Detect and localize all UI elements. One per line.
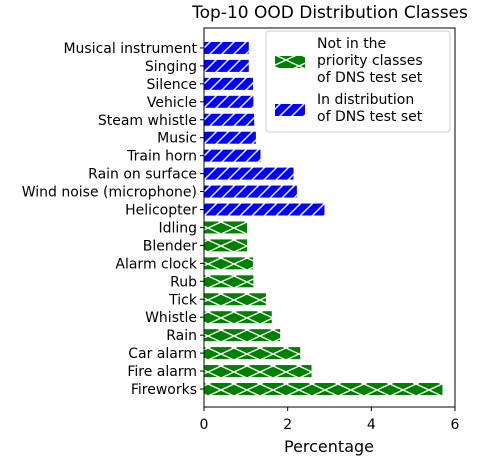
y-tick-label-wind-noise-microphone: Wind noise (microphone) — [22, 185, 197, 201]
y-tick-label-vehicle: Vehicle — [147, 95, 197, 111]
bar-rain — [204, 329, 281, 342]
y-tick-label-rub: Rub — [170, 274, 197, 290]
bar-rub — [204, 275, 254, 288]
x-tick-label-4: 4 — [367, 417, 376, 433]
legend-label-in-distribution: In distribution of DNS test set — [317, 92, 423, 125]
y-tick-label-music: Music — [157, 131, 197, 147]
y-tick-label-steam-whistle: Steam whistle — [98, 113, 197, 129]
y-tick-labels: Fireworks Fire alarm Car alarm Rain Whistle T… — [22, 41, 204, 398]
y-tick-label-blender: Blender — [143, 238, 197, 254]
y-tick-label-tick: Tick — [168, 292, 198, 308]
bar-wind-noise-microphone — [204, 185, 297, 198]
legend-box — [265, 30, 451, 133]
y-tick-label-train-horn: Train horn — [126, 149, 197, 165]
x-axis-ticks: 0 2 4 6 — [200, 407, 460, 433]
bars-layer — [204, 41, 443, 395]
bar-rain-on-surface — [204, 167, 294, 180]
y-tick-label-whistle: Whistle — [145, 310, 197, 326]
bar-fireworks — [204, 383, 443, 395]
legend: Not in the priority classes of DNS test … — [265, 30, 451, 133]
y-tick-label-singing: Singing — [145, 59, 197, 75]
bar-car-alarm — [204, 347, 301, 360]
bar-alarm-clock — [204, 257, 253, 270]
bar-train-horn — [204, 149, 261, 162]
legend-swatch-ood — [275, 56, 305, 68]
bar-blender — [204, 239, 248, 252]
bar-tick — [204, 293, 266, 306]
bar-silence — [204, 77, 253, 90]
legend-label-ood: Not in the priority classes of DNS test … — [317, 36, 427, 86]
bar-helicopter — [204, 203, 325, 216]
y-tick-label-alarm-clock: Alarm clock — [115, 256, 197, 272]
bar-music — [204, 131, 256, 144]
chart-title: Top-10 OOD Distribution Classes — [191, 3, 468, 23]
y-tick-label-car-alarm: Car alarm — [128, 346, 197, 362]
bar-idling — [204, 221, 248, 234]
y-tick-label-rain-on-surface: Rain on surface — [88, 167, 197, 183]
y-tick-label-rain: Rain — [166, 328, 197, 344]
bar-vehicle — [204, 95, 254, 108]
y-tick-label-silence: Silence — [147, 77, 197, 93]
x-tick-label-2: 2 — [283, 417, 292, 433]
y-tick-label-helicopter: Helicopter — [125, 203, 197, 219]
y-tick-label-fire-alarm: Fire alarm — [127, 364, 197, 380]
y-tick-label-fireworks: Fireworks — [131, 382, 197, 398]
bar-musical-instrument — [204, 41, 249, 54]
y-tick-label-idling: Idling — [158, 220, 197, 236]
bar-fire-alarm — [204, 365, 312, 378]
y-tick-label-musical-instrument: Musical instrument — [63, 41, 197, 57]
bar-steam-whistle — [204, 113, 255, 126]
x-axis-label: Percentage — [284, 437, 374, 456]
bar-singing — [204, 59, 249, 72]
bar-whistle — [204, 311, 272, 324]
legend-swatch-in-distribution — [275, 104, 305, 116]
x-tick-label-0: 0 — [200, 417, 209, 433]
plot-frame — [203, 27, 456, 408]
x-tick-label-6: 6 — [451, 417, 460, 433]
